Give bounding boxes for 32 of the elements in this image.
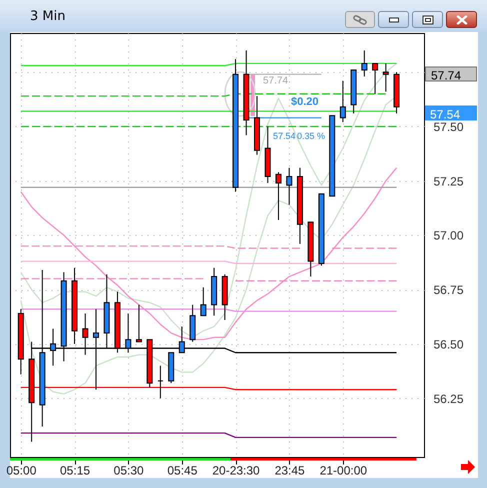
chart-title: 3 Min <box>30 9 66 24</box>
y-tick-label: 57.50 <box>434 120 464 134</box>
y-tick-label: 56.25 <box>434 392 464 406</box>
axis-label-box: 57.74 <box>425 66 477 82</box>
x-tick-label: 05:00 <box>6 464 37 478</box>
x-tick-label: 23:45 <box>274 464 306 478</box>
y-tick-label: 56.50 <box>434 337 464 352</box>
candlestick <box>286 167 292 206</box>
y-tick-label: 56.75 <box>434 283 464 298</box>
candlestick <box>190 304 196 342</box>
candlestick <box>361 50 368 77</box>
y-tick-label: 57.00 <box>434 228 464 243</box>
candlestick <box>372 62 378 94</box>
candlestick <box>382 62 389 92</box>
candlestick <box>157 365 164 399</box>
candlestick <box>275 172 282 220</box>
line-series <box>20 167 398 340</box>
candlestick <box>200 286 206 316</box>
x-tick-label: 05:30 <box>114 464 144 478</box>
x-tick-label: 05:15 <box>60 464 90 478</box>
annotation: $0.20 <box>291 96 319 108</box>
axis-label-box: 57.54 <box>425 105 477 120</box>
candlestick <box>136 304 142 342</box>
annotation: 57.54 <box>273 131 296 141</box>
x-tick-label: 05:45 <box>167 464 198 478</box>
x-tick-label: 20-23:30 <box>212 464 260 478</box>
annotation: 0.35 % <box>297 131 326 141</box>
candlestick <box>340 80 346 123</box>
x-tick-label: 21-00:00 <box>320 464 368 478</box>
annotation: 57.74 <box>263 76 288 86</box>
line-series <box>20 62 398 338</box>
y-tick-label: 57.25 <box>434 174 464 188</box>
